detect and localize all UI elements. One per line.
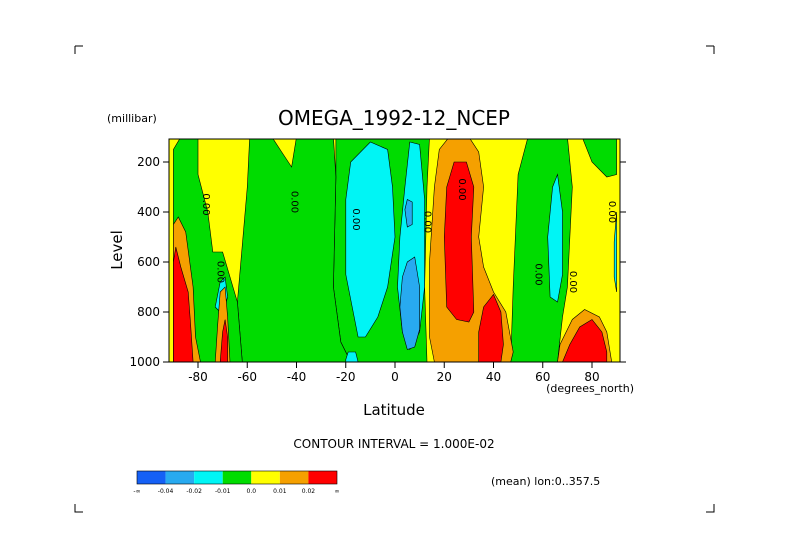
x-tick-label-4: 0: [391, 370, 399, 384]
contour-label-0: 0.00: [200, 193, 211, 215]
x-tick-label-8: 80: [584, 370, 599, 384]
colorbar-label-1: -0.04: [158, 488, 174, 495]
contour-labels: 0.00 0.00 0.00 0.00 0.00 0.00 0.00 0.00 0.00: [200, 178, 617, 293]
y-tick-label-4: 1000: [129, 355, 160, 369]
colorbar-swatch-1: [165, 471, 195, 484]
contour-interval-note: CONTOUR INTERVAL = 1.000E-02: [293, 437, 494, 451]
contour-region-positive-strong-14: [478, 293, 504, 362]
contour-label-1: 0.00: [215, 261, 226, 283]
contour-label-5: 0.00: [456, 178, 467, 200]
contour-label-4: 0.00: [422, 211, 433, 233]
chart-title: OMEGA_1992-12_NCEP: [278, 106, 510, 130]
x-tick-label-0: -80: [188, 370, 208, 384]
colorbar-label-0: -∞: [133, 488, 140, 495]
colorbar-frame: [136, 470, 338, 485]
y-axis-label: Level: [108, 230, 126, 270]
colorbar-swatch-6: [308, 471, 337, 484]
contour-region-negative-weak-6: [613, 211, 617, 293]
x-axis-units: (degrees_north): [546, 382, 634, 395]
y-axis-units: (millibar): [107, 112, 157, 125]
y-tick-label-2: 600: [137, 255, 160, 269]
contour-region-positive-strong-13: [443, 161, 475, 323]
colorbar-label-7: ∞: [335, 488, 340, 495]
colorbar-label-3: -0.01: [215, 488, 231, 495]
contour-label-2: 0.00: [289, 191, 300, 213]
x-tick-label-1: -60: [237, 370, 257, 384]
contour-region-negative-weak-5: [547, 173, 563, 303]
contour-region-positive-strong-11: [219, 319, 228, 362]
colorbar-label-6: 0.02: [302, 488, 316, 495]
y-tick-label-1: 400: [137, 205, 160, 219]
x-axis-ticks: -80 -60 -40 -20 0 20 40 60 80: [188, 362, 600, 384]
colorbar-swatch-5: [279, 471, 309, 484]
contour-regions: [173, 139, 617, 362]
contour-region-positive-strong-9: [173, 246, 194, 362]
contour-region-near-zero-negative-band-4: [582, 139, 617, 178]
x-tick-label-7: 60: [535, 370, 550, 384]
colorbar-swatch-3: [222, 471, 252, 484]
colorbar-swatch-4: [251, 471, 280, 484]
contour-label-8: 0.00: [606, 201, 617, 223]
colorbar-label-4: 0.0: [247, 488, 257, 495]
x-tick-label-3: -20: [336, 370, 356, 384]
contour-region-negative-weak-7: [345, 351, 359, 362]
x-axis-label: Latitude: [363, 401, 425, 419]
x-tick-label-2: -40: [287, 370, 307, 384]
x-tick-label-6: 40: [486, 370, 501, 384]
contour-label-7: 0.00: [567, 271, 578, 293]
y-axis-ticks: 200 400 600 800 1000: [129, 155, 626, 369]
colorbar: -∞ -0.04 -0.02 -0.01 0.0 0.01 0.02 ∞: [133, 470, 340, 495]
crop-marks: [74, 45, 715, 513]
contour-region-negative-mid-2: [399, 256, 420, 350]
y-tick-label-0: 200: [137, 155, 160, 169]
colorbar-swatch-2: [194, 471, 223, 484]
contour-region-negative-mid-3: [404, 199, 413, 228]
contour-label-3: 0.00: [350, 208, 361, 230]
colorbar-label-2: -0.02: [186, 488, 202, 495]
contour-label-6: 0.00: [532, 263, 543, 285]
colorbar-label-5: 0.01: [273, 488, 287, 495]
mean-longitude-note: (mean) lon:0..357.5: [491, 475, 600, 488]
colorbar-swatch-0: [137, 471, 166, 484]
contour-region-negative-weak-0: [345, 141, 396, 338]
plot-area: 0.00 0.00 0.00 0.00 0.00 0.00 0.00 0.00 0.00: [168, 138, 621, 363]
x-tick-label-5: 20: [437, 370, 452, 384]
contour-region-near-zero-negative-band-1: [237, 139, 352, 362]
contour-region-positive-strong-16: [562, 319, 608, 362]
y-tick-label-3: 800: [137, 305, 160, 319]
